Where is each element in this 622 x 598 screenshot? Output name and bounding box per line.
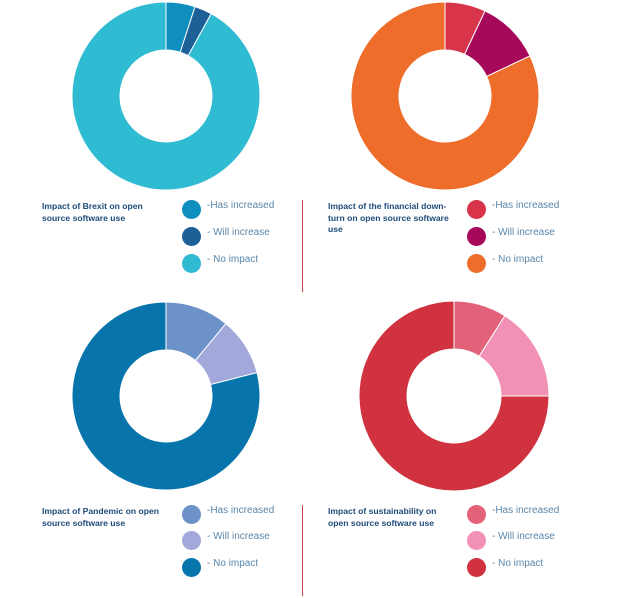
legend-swatch [182, 505, 201, 524]
legend-swatch [182, 200, 201, 219]
legend-label: -Has increased [207, 200, 275, 211]
divider-line [302, 200, 303, 292]
legend-label: -Has increased [492, 200, 560, 211]
donut-slice-no-impact [71, 301, 261, 491]
chart-caption: Impact of sustainability on open source … [328, 506, 437, 528]
donut-chart-sustainability [358, 300, 550, 492]
donut-chart-pandemic [71, 301, 261, 491]
legend-item-no-impact: - No impact [467, 254, 597, 274]
donut-chart-financial-downturn [350, 1, 540, 191]
chart-panel-sustainability: Impact of sustainability on open source … [311, 299, 622, 598]
legend-item-has-increased: -Has increased [182, 505, 312, 525]
donut-slice-no-impact [350, 1, 540, 191]
chart-panel-financial-downturn: Impact of the financial down- turn on op… [311, 0, 622, 299]
legend-item-has-increased: -Has increased [182, 200, 312, 220]
legend-label: - No impact [492, 254, 544, 265]
legend-item-has-increased: -Has increased [467, 505, 597, 525]
legend-label: - Will increase [207, 531, 270, 542]
chart-caption: Impact of Pandemic on open source softwa… [42, 506, 159, 528]
legend-item-no-impact: - No impact [467, 558, 597, 578]
legend-label: - Will increase [207, 227, 270, 238]
legend-label: - No impact [207, 558, 259, 569]
divider-line [302, 505, 303, 596]
donut-slice-no-impact [358, 300, 550, 492]
legend-swatch [467, 227, 486, 246]
legend-swatch [467, 200, 486, 219]
legend-item-will-increase: - Will increase [182, 531, 312, 551]
legend-label: -Has increased [492, 505, 560, 516]
chart-caption: Impact of the financial down- turn on op… [328, 201, 449, 234]
legend-item-no-impact: - No impact [182, 558, 312, 578]
legend-label: - No impact [492, 558, 544, 569]
chart-panel-pandemic: Impact of Pandemic on open source softwa… [0, 299, 311, 598]
legend-swatch [182, 227, 201, 246]
legend-item-will-increase: - Will increase [182, 227, 312, 247]
legend-item-no-impact: - No impact [182, 254, 312, 274]
legend-item-will-increase: - Will increase [467, 227, 597, 247]
donut-chart-brexit [71, 1, 261, 191]
legend-swatch [182, 254, 201, 273]
legend-label: -Has increased [207, 505, 275, 516]
chart-caption: Impact of Brexit on open source software… [42, 201, 143, 223]
legend-label: - No impact [207, 254, 259, 265]
chart-panel-brexit: Impact of Brexit on open source software… [0, 0, 311, 299]
donut-slice-no-impact [71, 1, 261, 191]
legend-label: - Will increase [492, 227, 555, 238]
legend-item-will-increase: - Will increase [467, 531, 597, 551]
legend-item-has-increased: -Has increased [467, 200, 597, 220]
legend-swatch [182, 531, 201, 550]
legend-swatch [182, 558, 201, 577]
legend-swatch [467, 531, 486, 550]
legend-label: - Will increase [492, 531, 555, 542]
legend-swatch [467, 505, 486, 524]
legend-swatch [467, 254, 486, 273]
legend-swatch [467, 558, 486, 577]
